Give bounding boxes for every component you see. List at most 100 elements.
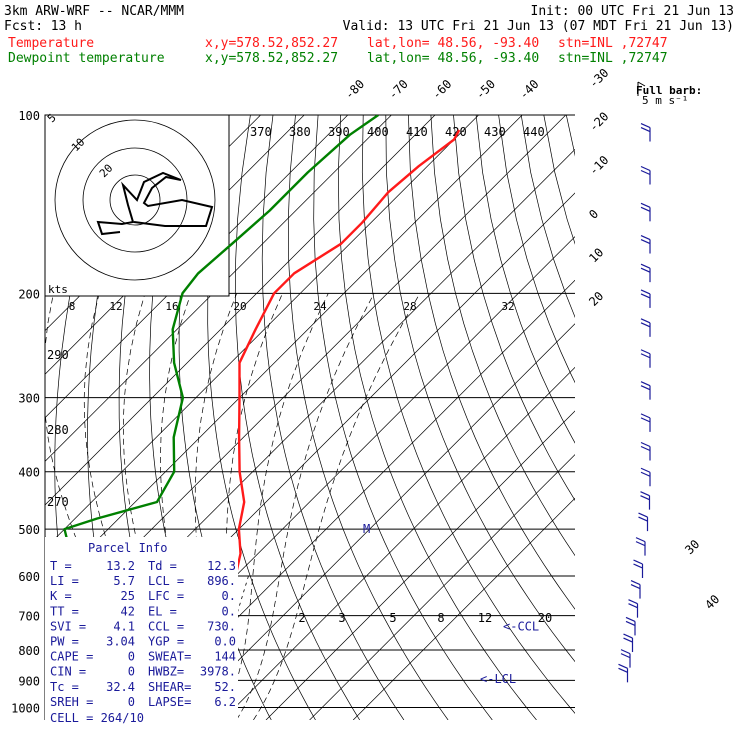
isotherm-line — [45, 115, 479, 550]
moist-adiabat-line — [253, 293, 421, 720]
parcel-key: Td = — [148, 559, 177, 573]
dry-adiabat-line — [453, 115, 575, 502]
theta-label: 390 — [328, 125, 350, 139]
wind-barb-flag — [640, 445, 651, 452]
parcel-key: SVI = — [50, 619, 86, 633]
wind-barb-flag — [623, 637, 633, 643]
isotherm-line — [178, 323, 575, 720]
wind-barb-flag — [620, 649, 631, 655]
dry-adiabat-line — [543, 115, 575, 245]
wind-barb-flag — [640, 122, 651, 129]
dry-adiabat-line — [234, 115, 360, 720]
parcel-key: EL = — [148, 604, 177, 618]
dry-adiabat-line — [385, 115, 575, 663]
hodograph-ring — [82, 147, 188, 253]
theta-label: 430 — [484, 125, 506, 139]
pressure-label: 300 — [18, 392, 40, 406]
theta-labels: 370 380 390 400 410 420 430 440 290 280 270 2 3 5 8 12 2… — [47, 125, 552, 625]
dry-adiabat-line — [565, 115, 575, 157]
wind-barb-flag — [640, 495, 650, 501]
wind-barb-flag — [628, 603, 638, 609]
isotherm-label: 40 — [702, 592, 722, 612]
theta-side-label: 270 — [47, 495, 69, 509]
barb-legend-title: Full barb: — [636, 84, 702, 97]
wind-barb-flag — [640, 385, 651, 391]
isotherm-line — [309, 454, 575, 720]
dry-adiabat-line — [207, 115, 316, 720]
dry-adiabat-line — [287, 115, 449, 720]
wind-barb-flag — [640, 165, 651, 172]
dry-adiabat-line — [45, 115, 48, 123]
hodograph-scale-label: 32 — [501, 300, 514, 313]
parcel-value: 0 — [128, 650, 135, 664]
wind-barb-flag — [640, 471, 651, 477]
mixing-ratio-label: 12 — [478, 611, 492, 625]
wind-barb-flag — [625, 616, 636, 622]
parcel-key: CAPE = — [50, 650, 93, 664]
parcel-info-panel: Parcel Info T = 13.2 Td = 12.3 LI = 5.7 LCL = 8… — [45, 537, 238, 725]
wind-barb-flag — [640, 202, 651, 208]
wind-barb-flag — [640, 206, 651, 212]
wind-barb-flag — [640, 491, 650, 497]
isotherm-label: -70 — [386, 77, 411, 102]
wind-barb-flag — [640, 293, 651, 299]
wind-barb-flag — [630, 580, 641, 586]
parcel-key: YGP = — [148, 635, 184, 649]
legend-dewpoint-latlon: lat,lon= 48.56, -93.40 — [367, 51, 539, 66]
theta-label: 440 — [523, 125, 545, 139]
sounding-annotation: <-CCL — [503, 619, 539, 633]
parcel-key: K = — [50, 589, 72, 603]
isotherm-label: -80 — [342, 77, 367, 102]
moist-adiabat-line — [45, 293, 124, 720]
isotherm-label: -40 — [516, 77, 541, 102]
isotherm-label: 0 — [586, 207, 601, 222]
pressure-label: 200 — [18, 287, 40, 301]
wind-barb-flag — [640, 234, 651, 241]
isotherm-label: -50 — [473, 77, 498, 102]
mixing-ratio-label: 3 — [338, 611, 345, 625]
forecast-label: Fcst: — [4, 19, 43, 34]
hodograph-ring — [54, 119, 216, 281]
hodograph-scale-label: 20 — [233, 300, 246, 313]
parcel-key: SWEAT= — [148, 650, 191, 664]
hodograph-scale-label: 24 — [313, 300, 327, 313]
wind-barb-flag — [640, 238, 651, 245]
wind-barb-flag — [640, 126, 651, 133]
barb-legend-value: 5 m s⁻¹ — [642, 94, 688, 107]
wind-barb-flag — [630, 584, 641, 590]
parcel-value: 6.2 — [214, 695, 236, 709]
theta-label: 380 — [289, 125, 311, 139]
parcel-key: TT = — [50, 604, 79, 618]
legend-dewpoint: Dewpoint temperature — [8, 51, 165, 66]
parcel-key: SHEAR= — [148, 680, 191, 694]
parcel-value: 0 — [128, 665, 135, 679]
wind-barb-flag — [638, 516, 648, 522]
isotherm-label: -60 — [429, 77, 454, 102]
wind-barb-flag — [640, 417, 651, 423]
hodograph-trace — [96, 171, 214, 236]
parcel-info-background — [45, 537, 238, 720]
parcel-value: 5.7 — [113, 574, 135, 588]
parcel-key: LCL = — [148, 574, 184, 588]
wind-barb-flag — [640, 267, 651, 273]
wind-barb-flag — [623, 633, 633, 639]
dry-adiabat-line — [475, 115, 575, 444]
mixing-ratio-label: 8 — [437, 611, 444, 625]
parcel-value: 32.4 — [106, 680, 135, 694]
parcel-key: CIN = — [50, 665, 86, 679]
wind-barb-flag — [635, 537, 646, 543]
wind-barb-flag — [640, 169, 651, 176]
parcel-value: 0 — [128, 695, 135, 709]
dry-adiabat-line — [520, 115, 575, 319]
wind-barb-flag — [640, 322, 651, 328]
legend-dewpoint-xy: x,y=578.52,852.27 — [205, 51, 338, 66]
wind-barb-flag — [635, 541, 646, 547]
pressure-label: 1000 — [11, 701, 40, 715]
wind-barb-flag — [640, 289, 651, 295]
parcel-value: 25 — [121, 589, 135, 603]
parcel-value: 12.3 — [207, 559, 236, 573]
parcel-value: 52. — [214, 680, 236, 694]
theta-label: 420 — [445, 125, 467, 139]
